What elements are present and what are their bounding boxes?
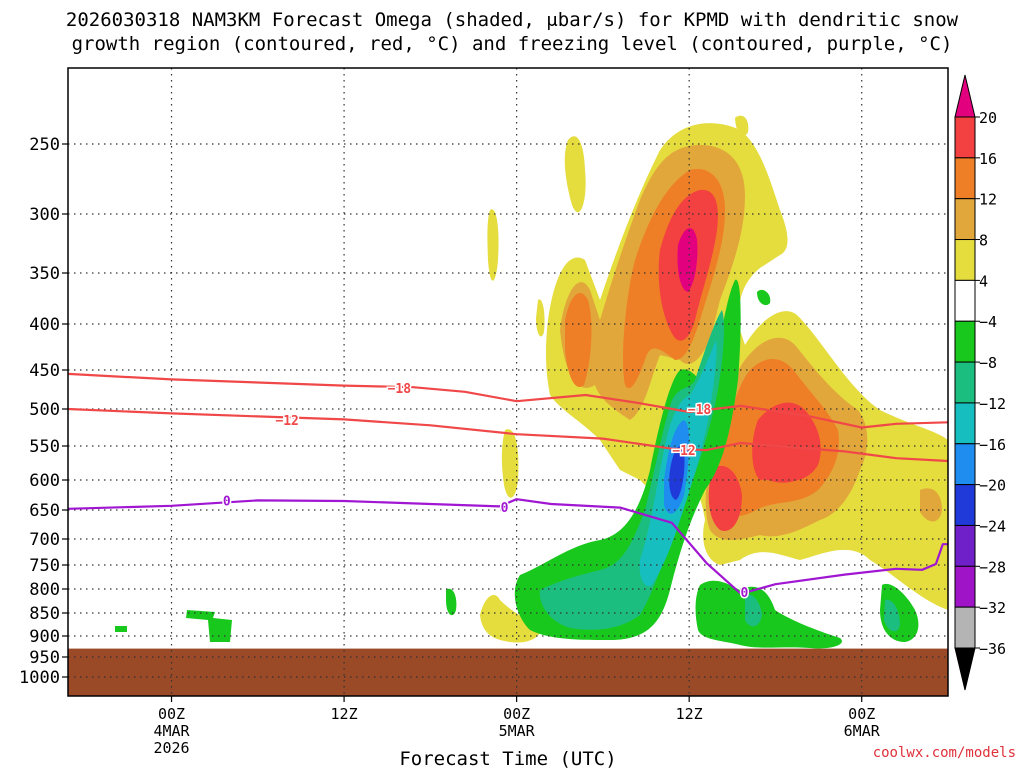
y-tick-label: 550 — [29, 437, 60, 457]
y-tick-label: 800 — [29, 580, 60, 600]
colorbar-top-arrow — [954, 74, 976, 118]
y-tick-label: 500 — [29, 400, 60, 420]
omega-shade-neg4-lowright — [695, 580, 842, 649]
y-tick-label: 1000 — [19, 668, 60, 688]
colorbar-swatch — [954, 524, 976, 567]
y-tick-label: 600 — [29, 471, 60, 491]
x-tick-label: 00Z — [158, 705, 185, 723]
colorbar-swatch — [954, 443, 976, 486]
omega-shade-neg4-main — [514, 279, 741, 640]
contour-label-0: 0 — [223, 494, 231, 509]
contour-line--18 — [68, 372, 948, 429]
colorbar-label: −16 — [979, 436, 1006, 454]
chart-title-line-1: 2026030318 NAM3KM Forecast Omega (shaded… — [65, 9, 959, 31]
x-tick-label: 2026 — [153, 739, 189, 757]
contour-label--12: −12 — [275, 414, 298, 429]
colorbar-swatch — [954, 116, 976, 159]
contour-label-0: 0 — [501, 501, 509, 516]
colorbar-swatch — [954, 361, 976, 404]
colorbar-label: 16 — [979, 150, 997, 168]
x-tick-label: 6MAR — [844, 722, 881, 740]
omega-shade-4-left-small — [536, 299, 545, 337]
omega-shade-12 — [565, 292, 592, 387]
omega-shade-neg4-top — [757, 289, 771, 306]
omega-shade-neg8-low — [745, 594, 762, 627]
y-tick-label: 950 — [29, 648, 60, 668]
y-tick-label: 900 — [29, 627, 60, 647]
y-tick-label: 650 — [29, 501, 60, 521]
contour-label--18: −18 — [688, 403, 712, 418]
omega-shade-4-left-blob — [501, 429, 519, 498]
colorbar-swatch — [954, 484, 976, 526]
colorbar-label: 4 — [979, 272, 988, 290]
colorbar-swatch — [954, 320, 976, 363]
y-tick-label: 750 — [29, 556, 60, 576]
plot-frame — [67, 67, 949, 697]
contour-line-0 — [68, 498, 948, 595]
y-tick-label: 300 — [29, 205, 60, 225]
x-tick-label: 12Z — [676, 705, 703, 723]
omega-shade-neg4-left2 — [115, 626, 127, 632]
colorbar-label: 8 — [979, 232, 988, 250]
y-tick-label: 450 — [29, 361, 60, 381]
omega-shade-8-small — [920, 488, 942, 522]
colorbar-label: 12 — [979, 191, 997, 209]
ground-terrain — [68, 648, 948, 696]
omega-shade-4-upper-left — [564, 136, 586, 213]
x-tick-label: 4MAR — [153, 722, 190, 740]
colorbar-label: −28 — [979, 558, 1006, 576]
colorbar-swatch — [954, 157, 976, 200]
colorbar-swatch — [954, 239, 976, 281]
omega-shade-4-lower-left — [480, 595, 541, 643]
colorbar-swatch — [954, 279, 976, 322]
y-tick-label: 700 — [29, 530, 60, 550]
omega-shade-16-right — [752, 402, 821, 483]
chart-title-line-2: growth region (contoured, red, °C) and f… — [71, 33, 953, 55]
colorbar-label: −36 — [979, 640, 1006, 658]
colorbar-label: −12 — [979, 395, 1006, 413]
y-tick-label: 850 — [29, 604, 60, 624]
y-tick-label: 400 — [29, 315, 60, 335]
colorbar-swatch — [954, 402, 976, 445]
contour-line--12 — [68, 407, 948, 463]
omega-shade-neg4-left3 — [446, 588, 457, 616]
omega-shade-neg4-left1 — [186, 610, 232, 642]
colorbar-swatch — [954, 565, 976, 608]
y-tick-label: 250 — [29, 135, 60, 155]
omega-shade-16-right-low — [708, 465, 742, 531]
x-tick-label: 00Z — [848, 705, 875, 723]
colorbar-label: −8 — [979, 354, 997, 372]
colorbar-swatch — [954, 606, 976, 649]
contour-label--12: −12 — [672, 444, 695, 459]
colorbar-label: −20 — [979, 477, 1006, 495]
y-tick-label: 350 — [29, 264, 60, 284]
x-tick-label: 00Z — [503, 705, 530, 723]
contour-label--18: −18 — [388, 382, 412, 397]
colorbar-swatch — [954, 198, 976, 241]
omega-shade-20 — [677, 228, 698, 292]
omega-shade-neg20 — [669, 446, 685, 500]
credit-link[interactable]: coolwx.com/models — [872, 745, 1016, 761]
colorbar-label: −4 — [979, 313, 997, 331]
x-tick-label: 5MAR — [499, 722, 536, 740]
colorbar-bottom-arrow — [954, 647, 976, 691]
colorbar-label: −32 — [979, 599, 1006, 617]
x-tick-label: 12Z — [331, 705, 358, 723]
contour-label-0: 0 — [740, 586, 748, 601]
omega-shade-4-top-right — [735, 115, 749, 136]
colorbar-label: −24 — [979, 517, 1006, 535]
x-axis-label: Forecast Time (UTC) — [399, 748, 616, 768]
omega-shade-neg8-right — [884, 599, 900, 632]
omega-shade-4-left-strip — [487, 209, 499, 281]
colorbar-label: 20 — [979, 109, 997, 127]
